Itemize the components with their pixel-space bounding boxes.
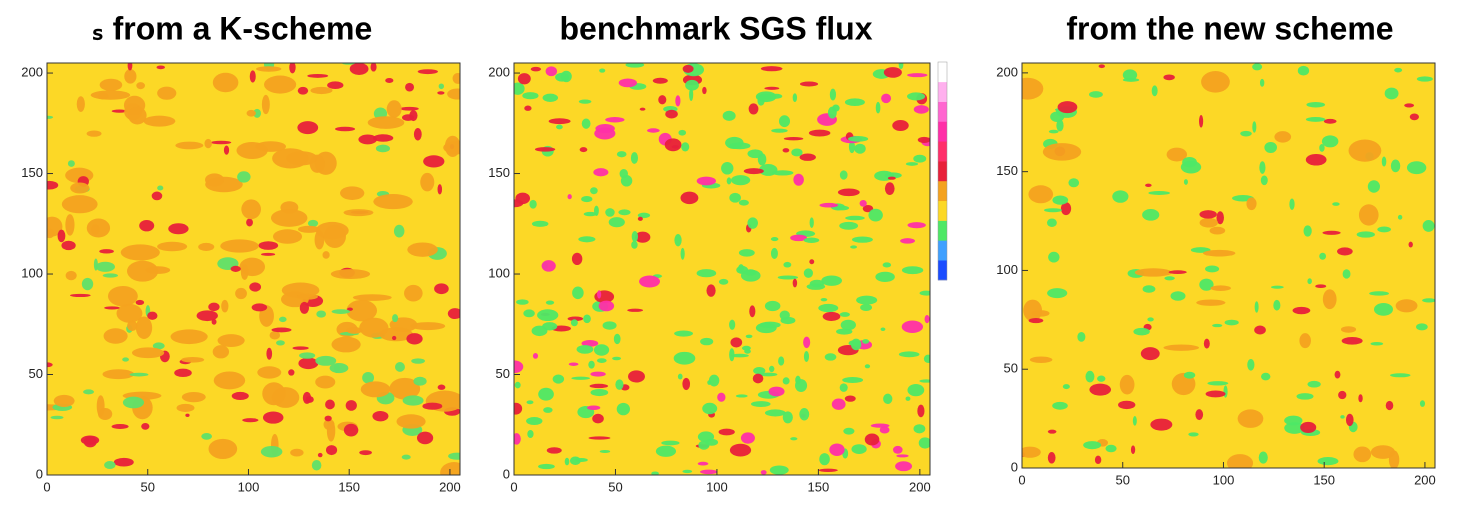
colorbar-swatch <box>938 62 947 83</box>
y-tick-label: 100 <box>21 265 43 280</box>
y-tick-label: 0 <box>1011 459 1018 474</box>
y-tick-label: 150 <box>21 165 43 180</box>
x-tick-label: 150 <box>808 479 830 494</box>
y-tick-label: 50 <box>496 366 510 381</box>
y-tick-label: 200 <box>488 64 510 79</box>
y-tick-label: 100 <box>996 262 1018 277</box>
y-tick-label: 0 <box>36 466 43 481</box>
field-pattern <box>1022 63 1435 468</box>
y-tick-label: 50 <box>1004 361 1018 376</box>
field-pattern <box>47 63 460 475</box>
colorbar-swatch <box>938 180 947 202</box>
plot-frame <box>1021 62 1436 469</box>
panel: from the new scheme 0 50 100 150 200 0 50 100 150… <box>996 10 1436 487</box>
colorbar-swatch <box>938 200 947 221</box>
x-tick-label: 200 <box>439 479 461 494</box>
panel-title: from the new scheme <box>1066 10 1393 46</box>
x-tick-label: 150 <box>338 479 360 494</box>
colorbar-swatch <box>938 161 947 182</box>
y-tick-label: 200 <box>996 64 1018 79</box>
panel: benchmark SGS flux 0 50 100 150 200 0 50 100 150 2… <box>488 10 948 494</box>
x-tick-label: 200 <box>909 479 931 494</box>
colorbar-swatch <box>938 81 947 102</box>
field-background <box>1022 63 1435 468</box>
panel: ₛ from a K-scheme 0 50 100 150 200 0 50 100 150 20… <box>21 10 461 494</box>
y-tick-label: 50 <box>29 366 43 381</box>
x-tick-label: 0 <box>43 479 50 494</box>
y-tick-label: 0 <box>503 466 510 481</box>
x-tick-label: 100 <box>706 479 728 494</box>
field-pattern <box>514 63 930 475</box>
colorbar-swatch <box>938 101 947 122</box>
x-tick-label: 100 <box>238 479 260 494</box>
x-tick-label: 50 <box>140 479 154 494</box>
x-tick-label: 0 <box>1018 472 1025 487</box>
colorbar-swatch <box>938 141 947 162</box>
y-tick-label: 150 <box>488 165 510 180</box>
x-tick-label: 50 <box>1115 472 1129 487</box>
colorbar-swatch <box>938 121 947 142</box>
x-tick-label: 100 <box>1213 472 1235 487</box>
colorbar-swatch <box>938 240 947 261</box>
x-tick-label: 150 <box>1313 472 1335 487</box>
x-tick-label: 50 <box>608 479 622 494</box>
plot-frame <box>513 62 931 476</box>
y-tick-label: 150 <box>996 163 1018 178</box>
colorbar-swatch <box>938 260 947 281</box>
plot-frame <box>46 62 461 476</box>
x-tick-label: 0 <box>510 479 517 494</box>
colorbar-swatch <box>938 220 947 241</box>
y-tick-label: 100 <box>488 265 510 280</box>
field-background <box>514 63 930 475</box>
panel-title: ₛ from a K-scheme <box>92 10 372 46</box>
x-tick-label: 200 <box>1414 472 1436 487</box>
y-tick-label: 200 <box>21 64 43 79</box>
colorbar-frame <box>937 61 948 281</box>
panel-title: benchmark SGS flux <box>560 10 873 46</box>
